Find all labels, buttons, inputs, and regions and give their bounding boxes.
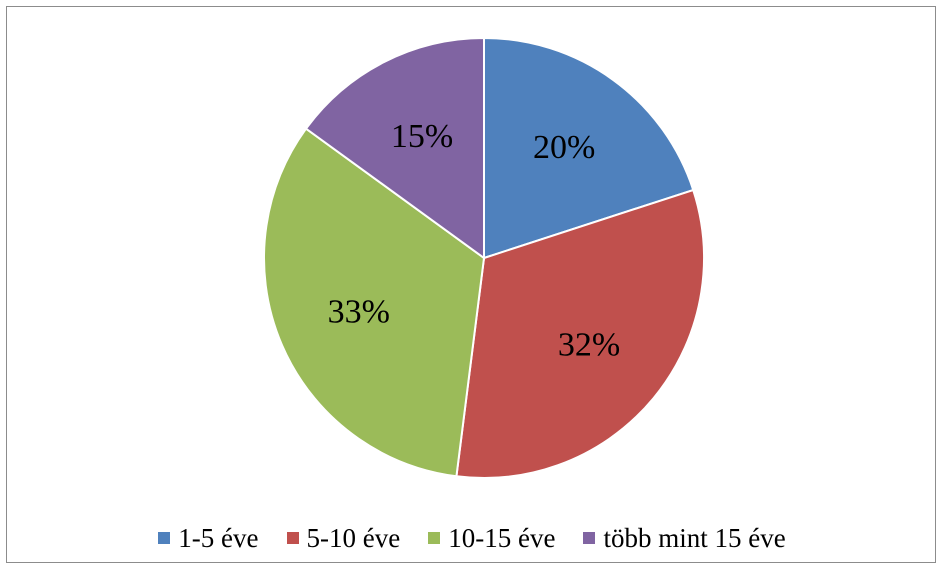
slice-label-15plus: 15% <box>391 118 453 155</box>
legend: 1-5 éve 5-10 éve 10-15 éve több mint 15 … <box>0 522 944 554</box>
legend-swatch-10-15 <box>428 532 441 544</box>
slice-label-5-10: 32% <box>558 326 620 363</box>
pie-slices <box>263 36 705 479</box>
legend-label-5-10: 5-10 éve <box>306 522 401 553</box>
legend-label-15plus: több mint 15 éve <box>603 522 786 553</box>
legend-label-10-15: 10-15 éve <box>448 522 556 553</box>
pie-slice-15plus <box>304 36 485 260</box>
legend-item-5-10: 5-10 éve <box>286 522 401 554</box>
slice-label-10-15: 33% <box>328 294 390 331</box>
pie-slice-5-10 <box>455 188 705 479</box>
pie-slice-1-5 <box>483 36 695 260</box>
legend-item-15plus: több mint 15 éve <box>583 522 786 554</box>
slice-labels: 20% 32% 33% 15% <box>328 118 621 363</box>
legend-label-1-5: 1-5 éve <box>178 522 259 553</box>
legend-swatch-15plus <box>583 532 596 544</box>
legend-swatch-5-10 <box>286 532 299 544</box>
legend-item-1-5: 1-5 éve <box>158 522 259 554</box>
legend-swatch-1-5 <box>158 532 171 544</box>
slice-label-1-5: 20% <box>533 129 595 166</box>
pie-slice-10-15 <box>263 127 486 478</box>
legend-item-10-15: 10-15 éve <box>428 523 555 554</box>
